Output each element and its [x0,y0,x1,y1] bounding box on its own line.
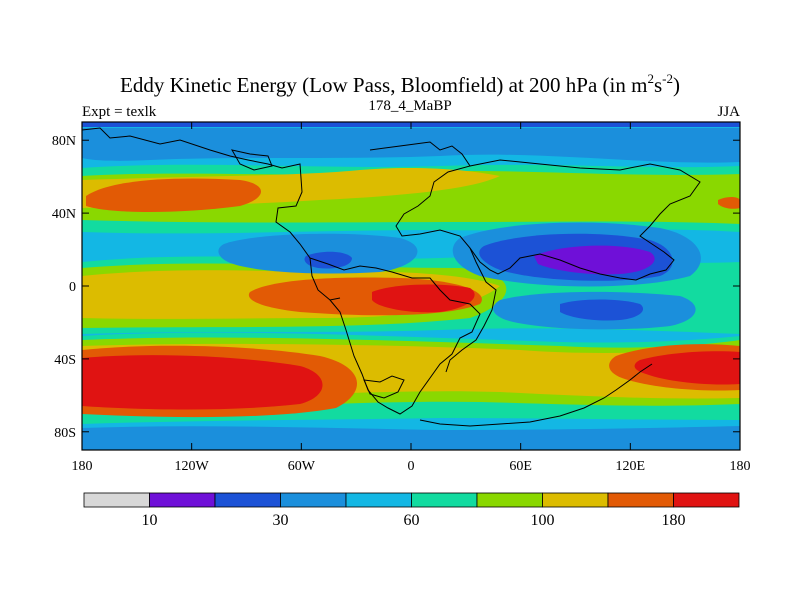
colorbar-swatch [476,492,543,508]
colorbar-label: 60 [404,512,420,529]
coast-asia [469,159,701,281]
y-tick-label: 40N [52,207,76,222]
coast-australia-antarctic [419,363,653,427]
max-sh-east-red [634,351,740,385]
x-tick-label: 120W [175,459,210,474]
x-axis: 180 120W 60W 0 60E 120E 180 [72,122,751,474]
colorbar-swatch [411,492,478,508]
y-axis: 80N 40N 0 40S 80S [52,134,740,441]
max-north-atlantic-orange [86,178,261,212]
colorbar-label: 180 [662,512,686,529]
subtitle-right: JJA [717,104,740,120]
colorbar-swatch [83,492,150,508]
colorbar-swatch [280,492,347,508]
x-tick-label: 60E [509,459,532,474]
coast-north-america [82,127,341,301]
chart-title: Eddy Kinetic Energy (Low Pass, Bloomfiel… [120,71,680,97]
colorbar-swatch [542,492,609,508]
max-north-east-orange [718,197,740,209]
colorbar-label: 10 [142,512,158,529]
y-tick-label: 40S [54,353,76,368]
y-tick-label: 80S [54,426,76,441]
x-tick-label: 180 [730,459,751,474]
colorbar-swatch [607,492,674,508]
x-tick-label: 60W [288,459,316,474]
eke-contour-field [82,122,740,450]
colorbar-label: 100 [531,512,555,529]
colorbar-swatch [673,492,740,508]
coast-sh-islands [363,375,405,399]
colorbar: 10 30 60 100 180 [83,492,740,529]
colorbar-swatch [214,492,281,508]
colorbar-label: 30 [273,512,289,529]
coast-europe-africa [369,141,497,373]
colorbar-swatch [149,492,216,508]
coast-greenland [231,149,273,171]
x-tick-label: 0 [408,459,415,474]
max-sh-west-red [82,355,323,410]
y-tick-label: 80N [52,134,76,149]
x-tick-label: 120E [616,459,646,474]
max-tropical-red [372,284,475,313]
min-subtropic-west-blue [304,251,352,269]
y-tick-label: 0 [69,280,76,295]
subtitle-left: Expt = texlk [82,104,157,120]
subtitle-center: 178_4_MaBP [368,98,451,114]
coastlines [82,127,701,427]
colorbar-swatch [345,492,412,508]
min-north-pole-blue [82,128,740,163]
min-asia-purple [534,245,655,275]
min-indian-blue [560,299,644,321]
x-tick-label: 180 [72,459,93,474]
min-south-lightblue [82,426,740,450]
